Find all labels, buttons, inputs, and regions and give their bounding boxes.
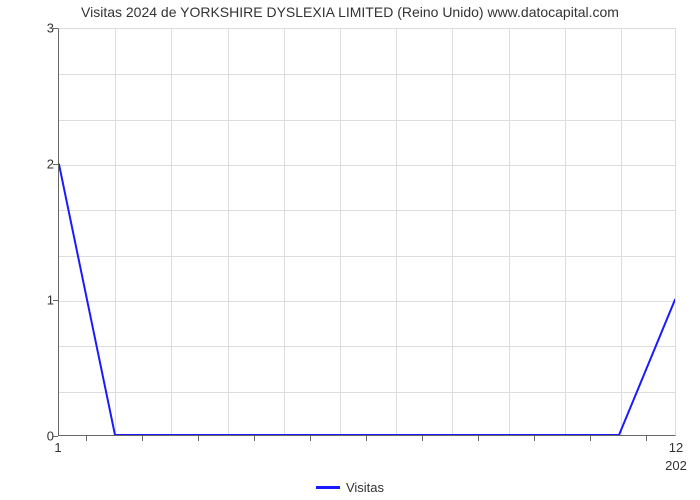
y-tick-0: 0	[38, 429, 54, 444]
legend-swatch	[316, 486, 340, 489]
series-line	[59, 164, 675, 435]
legend: Visitas	[0, 480, 700, 495]
line-chart	[59, 29, 675, 435]
x-minor-tick	[310, 436, 311, 441]
plot-area	[58, 28, 676, 436]
x-minor-tick	[422, 436, 423, 441]
legend-label: Visitas	[346, 480, 384, 495]
y-tick-1: 1	[38, 293, 54, 308]
x-minor-tick	[86, 436, 87, 441]
x-minor-tick	[646, 436, 647, 441]
x-tick-left: 1	[54, 440, 61, 455]
chart-title: Visitas 2024 de YORKSHIRE DYSLEXIA LIMIT…	[0, 4, 700, 20]
chart-container: Visitas 2024 de YORKSHIRE DYSLEXIA LIMIT…	[0, 0, 700, 500]
x-minor-tick	[478, 436, 479, 441]
x-tick-right-top: 12	[669, 440, 683, 455]
x-minor-tick	[366, 436, 367, 441]
x-minor-tick	[198, 436, 199, 441]
x-minor-tick	[534, 436, 535, 441]
y-tick-mark	[53, 436, 58, 437]
x-minor-tick	[590, 436, 591, 441]
x-tick-right-bottom: 202	[665, 458, 687, 473]
y-tick-3: 3	[38, 21, 54, 36]
x-minor-tick	[142, 436, 143, 441]
y-tick-2: 2	[38, 157, 54, 172]
x-minor-tick	[254, 436, 255, 441]
